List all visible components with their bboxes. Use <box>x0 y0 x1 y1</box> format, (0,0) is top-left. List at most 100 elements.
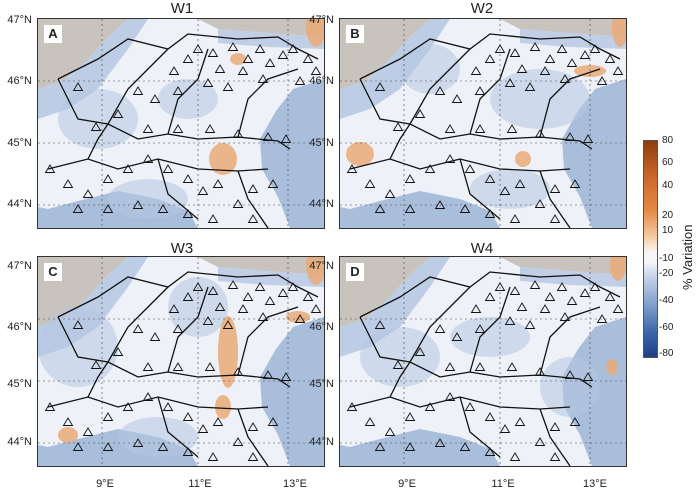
station-triangle-icon <box>237 304 249 313</box>
station-triangle-icon <box>182 54 194 63</box>
negative-variation-patch <box>540 357 600 417</box>
region-border <box>237 408 269 466</box>
lat-label-44-a: 44°N <box>7 198 32 210</box>
station-triangle-icon <box>90 122 102 131</box>
station-triangle-icon <box>384 189 396 198</box>
station-triangle-icon <box>257 74 269 83</box>
positive-variation-patch <box>209 143 237 175</box>
map-canvas <box>340 257 626 466</box>
station-triangle-icon <box>262 370 274 379</box>
region-border <box>389 361 411 398</box>
station-triangle-icon <box>499 424 511 433</box>
colorbar <box>643 140 658 358</box>
station-triangle-icon <box>207 48 219 57</box>
alpine-band <box>218 267 324 287</box>
map-panel-a: A <box>37 18 325 229</box>
lat-label-47-b: 47°N <box>309 14 334 26</box>
negative-variation-patch <box>118 417 198 457</box>
station-triangle-icon <box>564 132 576 141</box>
lat-label-45-a: 45°N <box>7 137 32 149</box>
negative-variation-patch <box>58 89 138 149</box>
station-triangle-icon <box>242 292 254 301</box>
station-triangle-icon <box>222 320 234 329</box>
station-triangle-icon <box>294 76 306 85</box>
station-triangle-icon <box>596 76 608 85</box>
station-triangle-icon <box>280 372 292 381</box>
station-triangle-icon <box>514 179 526 188</box>
lon-label-11-left: 11°E <box>188 478 212 490</box>
panel-title-w3: W3 <box>170 240 194 257</box>
positive-variation-patch <box>610 257 626 281</box>
station-triangle-icon <box>582 372 594 381</box>
station-triangle-icon <box>444 362 456 371</box>
station-triangle-icon <box>182 174 194 183</box>
station-triangle-icon <box>149 332 161 341</box>
station-triangle-icon <box>182 412 194 421</box>
station-triangle-icon <box>404 412 416 421</box>
positive-variation-patch <box>612 19 626 47</box>
region-border <box>167 48 209 135</box>
station-triangle-icon <box>214 64 226 73</box>
station-triangle-icon <box>434 438 446 447</box>
station-triangle-icon <box>514 417 526 426</box>
station-triangle-icon <box>539 66 551 75</box>
station-triangle-icon <box>612 66 624 75</box>
station-triangle-icon <box>549 452 561 461</box>
station-triangle-icon <box>277 288 289 297</box>
station-triangle-icon <box>509 286 521 295</box>
station-triangle-icon <box>242 54 254 63</box>
region-border <box>57 271 319 318</box>
station-triangle-icon <box>82 189 94 198</box>
panel-title-w1: W1 <box>170 0 194 17</box>
station-triangle-icon <box>566 58 578 67</box>
station-triangle-icon <box>516 64 528 73</box>
station-triangle-icon <box>294 314 306 323</box>
positive-variation-patch <box>218 316 238 388</box>
station-triangle-icon <box>172 86 184 95</box>
station-triangle-icon <box>569 417 581 426</box>
station-triangle-icon <box>264 58 276 67</box>
region-border <box>87 361 109 398</box>
panel-title-w4: W4 <box>470 240 494 257</box>
station-triangle-icon <box>162 164 174 173</box>
region-border <box>409 48 471 125</box>
lat-label-44-b: 44°N <box>309 198 334 210</box>
station-triangle-icon <box>214 302 226 311</box>
station-triangle-icon <box>212 179 224 188</box>
station-triangle-icon <box>596 314 608 323</box>
station-triangle-icon <box>280 134 292 143</box>
station-triangle-icon <box>102 442 114 451</box>
station-triangle-icon <box>202 316 214 325</box>
station-triangle-icon <box>499 186 511 195</box>
station-triangle-icon <box>247 422 259 431</box>
station-triangle-icon <box>142 362 154 371</box>
station-triangle-icon <box>267 179 279 188</box>
station-triangle-icon <box>172 362 184 371</box>
lon-label-11-right: 11°E <box>491 478 515 490</box>
station-triangle-icon <box>509 214 521 223</box>
panel-letter-a: A <box>44 25 62 43</box>
panel-letter-c: C <box>44 263 62 281</box>
station-triangle-icon <box>132 438 144 447</box>
negative-variation-patch <box>400 44 460 94</box>
station-triangle-icon <box>404 174 416 183</box>
colorbar-tick-minus20: -20 <box>659 268 674 279</box>
positive-variation-patch <box>515 151 531 167</box>
station-triangle-icon <box>464 402 476 411</box>
station-triangle-icon <box>470 66 482 75</box>
station-triangle-icon <box>494 44 506 53</box>
station-triangle-icon <box>444 154 456 163</box>
station-triangle-icon <box>212 417 224 426</box>
region-border <box>107 286 169 363</box>
station-triangle-icon <box>72 204 84 213</box>
alps-area <box>500 257 626 275</box>
station-triangle-icon <box>524 320 536 329</box>
station-triangle-icon <box>539 304 551 313</box>
station-triangle-icon <box>470 304 482 313</box>
station-triangle-icon <box>172 124 184 133</box>
station-triangle-icon <box>516 302 528 311</box>
station-triangle-icon <box>142 124 154 133</box>
station-triangle-icon <box>556 44 568 53</box>
colorbar-tick-20: 20 <box>662 210 674 221</box>
alps-area <box>500 19 626 37</box>
